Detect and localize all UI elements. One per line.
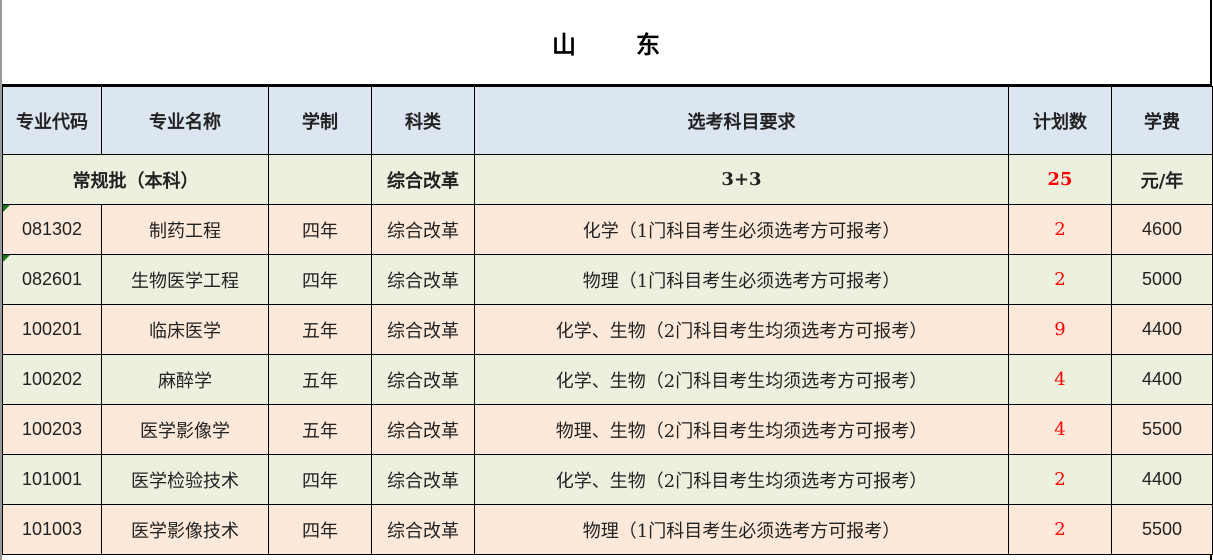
table-row: 100203 医学影像学 五年 综合改革 物理、生物（2门科目考生均须选考方可报考） 4 5… <box>2 404 1213 455</box>
plan-count-cell[interactable]: 2 <box>1008 454 1112 505</box>
plan-count-cell[interactable]: 2 <box>1008 204 1112 255</box>
duration-cell[interactable]: 四年 <box>268 204 372 255</box>
category-cell[interactable]: 综合改革 <box>371 404 475 455</box>
category-cell[interactable]: 综合改革 <box>371 504 475 555</box>
tuition-cell[interactable]: 4400 <box>1111 304 1213 355</box>
duration-cell[interactable]: 五年 <box>268 304 372 355</box>
admission-table: 专业代码 专业名称 学制 科类 选考科目要求 计划数 学费 常规批（本科） 综合… <box>2 86 1213 555</box>
batch-label[interactable]: 常规批（本科） <box>2 154 269 205</box>
major-code-cell[interactable]: 101001 <box>2 454 102 505</box>
major-code-cell[interactable]: 101003 <box>2 504 102 555</box>
table-row: 100201 临床医学 五年 综合改革 化学、生物（2门科目考生均须选考方可报考） 9 44… <box>2 304 1213 355</box>
major-name-cell[interactable]: 生物医学工程 <box>101 254 269 305</box>
major-name-cell[interactable]: 医学影像技术 <box>101 504 269 555</box>
requirement-cell[interactable]: 化学、生物（2门科目考生均须选考方可报考） <box>474 304 1009 355</box>
plan-count-cell[interactable]: 9 <box>1008 304 1112 355</box>
major-code-cell[interactable]: 100203 <box>2 404 102 455</box>
batch-row: 常规批（本科） 综合改革 3+3 25 元/年 <box>2 154 1213 205</box>
duration-cell[interactable]: 四年 <box>268 504 372 555</box>
tuition-cell[interactable]: 5000 <box>1111 254 1213 305</box>
major-name-cell[interactable]: 医学影像学 <box>101 404 269 455</box>
major-name-cell[interactable]: 医学检验技术 <box>101 454 269 505</box>
plan-count-cell[interactable]: 4 <box>1008 404 1112 455</box>
duration-cell[interactable]: 五年 <box>268 404 372 455</box>
major-code-cell[interactable]: 081302 <box>2 204 102 255</box>
duration-cell[interactable]: 四年 <box>268 254 372 305</box>
requirement-cell[interactable]: 化学、生物（2门科目考生均须选考方可报考） <box>474 454 1009 505</box>
header-cell[interactable]: 学制 <box>268 86 372 155</box>
category-cell[interactable]: 综合改革 <box>371 454 475 505</box>
major-code-cell[interactable]: 100201 <box>2 304 102 355</box>
category-cell[interactable]: 综合改革 <box>371 354 475 405</box>
header-cell[interactable]: 选考科目要求 <box>474 86 1009 155</box>
table-row: 101003 医学影像技术 四年 综合改革 物理（1门科目考生必须选考方可报考） 2 550… <box>2 504 1213 555</box>
header-cell[interactable]: 计划数 <box>1008 86 1112 155</box>
requirement-cell[interactable]: 化学、生物（2门科目考生均须选考方可报考） <box>474 354 1009 405</box>
requirement-cell[interactable]: 物理（1门科目考生必须选考方可报考） <box>474 254 1009 305</box>
major-name-cell[interactable]: 麻醉学 <box>101 354 269 405</box>
table-row: 081302 制药工程 四年 综合改革 化学（1门科目考生必须选考方可报考） 2 4600 <box>2 204 1213 255</box>
batch-fee-unit[interactable]: 元/年 <box>1111 154 1213 205</box>
empty-cell[interactable] <box>268 154 372 205</box>
tuition-cell[interactable]: 4400 <box>1111 454 1213 505</box>
tuition-cell[interactable]: 4600 <box>1111 204 1213 255</box>
table-row: 101001 医学检验技术 四年 综合改革 化学、生物（2门科目考生均须选考方可报考） 2… <box>2 454 1213 505</box>
cell-note-indicator-icon <box>3 205 10 212</box>
table-row: 100202 麻醉学 五年 综合改革 化学、生物（2门科目考生均须选考方可报考） 4 440… <box>2 354 1213 405</box>
tuition-cell[interactable]: 4400 <box>1111 354 1213 405</box>
major-code-cell[interactable]: 082601 <box>2 254 102 305</box>
batch-subject[interactable]: 3+3 <box>474 154 1009 205</box>
header-cell[interactable]: 专业代码 <box>2 86 102 155</box>
category-cell[interactable]: 综合改革 <box>371 204 475 255</box>
category-cell[interactable]: 综合改革 <box>371 304 475 355</box>
table-row: 082601 生物医学工程 四年 综合改革 物理（1门科目考生必须选考方可报考） 2 500… <box>2 254 1213 305</box>
plan-count-cell[interactable]: 2 <box>1008 504 1112 555</box>
plan-count-cell[interactable]: 2 <box>1008 254 1112 305</box>
tuition-cell[interactable]: 5500 <box>1111 504 1213 555</box>
sheet-title: 山东 <box>2 0 1210 86</box>
header-cell[interactable]: 学费 <box>1111 86 1213 155</box>
batch-plan[interactable]: 25 <box>1008 154 1112 205</box>
category-cell[interactable]: 综合改革 <box>371 254 475 305</box>
tuition-cell[interactable]: 5500 <box>1111 404 1213 455</box>
header-cell[interactable]: 科类 <box>371 86 475 155</box>
major-name-cell[interactable]: 制药工程 <box>101 204 269 255</box>
plan-count-cell[interactable]: 4 <box>1008 354 1112 405</box>
header-cell[interactable]: 专业名称 <box>101 86 269 155</box>
batch-category[interactable]: 综合改革 <box>371 154 475 205</box>
requirement-cell[interactable]: 物理、生物（2门科目考生均须选考方可报考） <box>474 404 1009 455</box>
requirement-cell[interactable]: 化学（1门科目考生必须选考方可报考） <box>474 204 1009 255</box>
major-code-cell[interactable]: 100202 <box>2 354 102 405</box>
header-row: 专业代码 专业名称 学制 科类 选考科目要求 计划数 学费 <box>2 86 1213 155</box>
requirement-cell[interactable]: 物理（1门科目考生必须选考方可报考） <box>474 504 1009 555</box>
major-name-cell[interactable]: 临床医学 <box>101 304 269 355</box>
cell-note-indicator-icon <box>3 255 10 262</box>
duration-cell[interactable]: 四年 <box>268 454 372 505</box>
duration-cell[interactable]: 五年 <box>268 354 372 405</box>
